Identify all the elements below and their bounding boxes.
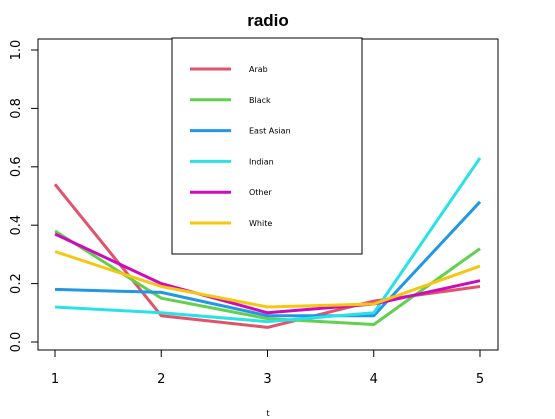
x-axis-label: t — [266, 409, 269, 418]
legend-label: Black — [249, 96, 271, 105]
y-tick-label: 0.0 — [9, 332, 24, 353]
series-line-east-asian — [54, 200, 482, 318]
legend-label: Arab — [249, 65, 268, 74]
y-tick-label: 0.6 — [9, 156, 24, 177]
legend-label: Indian — [249, 157, 274, 166]
legend-box — [171, 37, 363, 255]
series-layer — [53, 157, 482, 329]
series-line-indian — [54, 157, 482, 324]
series-line-other — [54, 232, 481, 315]
legend-label: Other — [249, 188, 272, 197]
x-tick-label: 5 — [476, 372, 484, 387]
x-tick-label: 2 — [157, 372, 165, 387]
chart-title: radio — [247, 11, 289, 30]
y-tick-label: 0.8 — [9, 98, 24, 119]
legend-label: East Asian — [249, 127, 291, 136]
y-tick-label: 1.0 — [9, 40, 24, 61]
y-tick-label: 0.4 — [9, 215, 24, 236]
legend-label: White — [249, 219, 272, 228]
y-tick-label: 0.2 — [9, 273, 24, 294]
axes: 1 2 3 4 5 0.0 0.2 0.4 0.6 0.8 1.0 — [9, 40, 484, 387]
x-tick-label: 3 — [263, 372, 271, 387]
x-tick-label: 1 — [51, 372, 59, 387]
legend: Arab Black East Asian Indian Other White — [171, 37, 363, 255]
x-tick-label: 4 — [370, 372, 378, 387]
series-line-white — [54, 250, 481, 309]
